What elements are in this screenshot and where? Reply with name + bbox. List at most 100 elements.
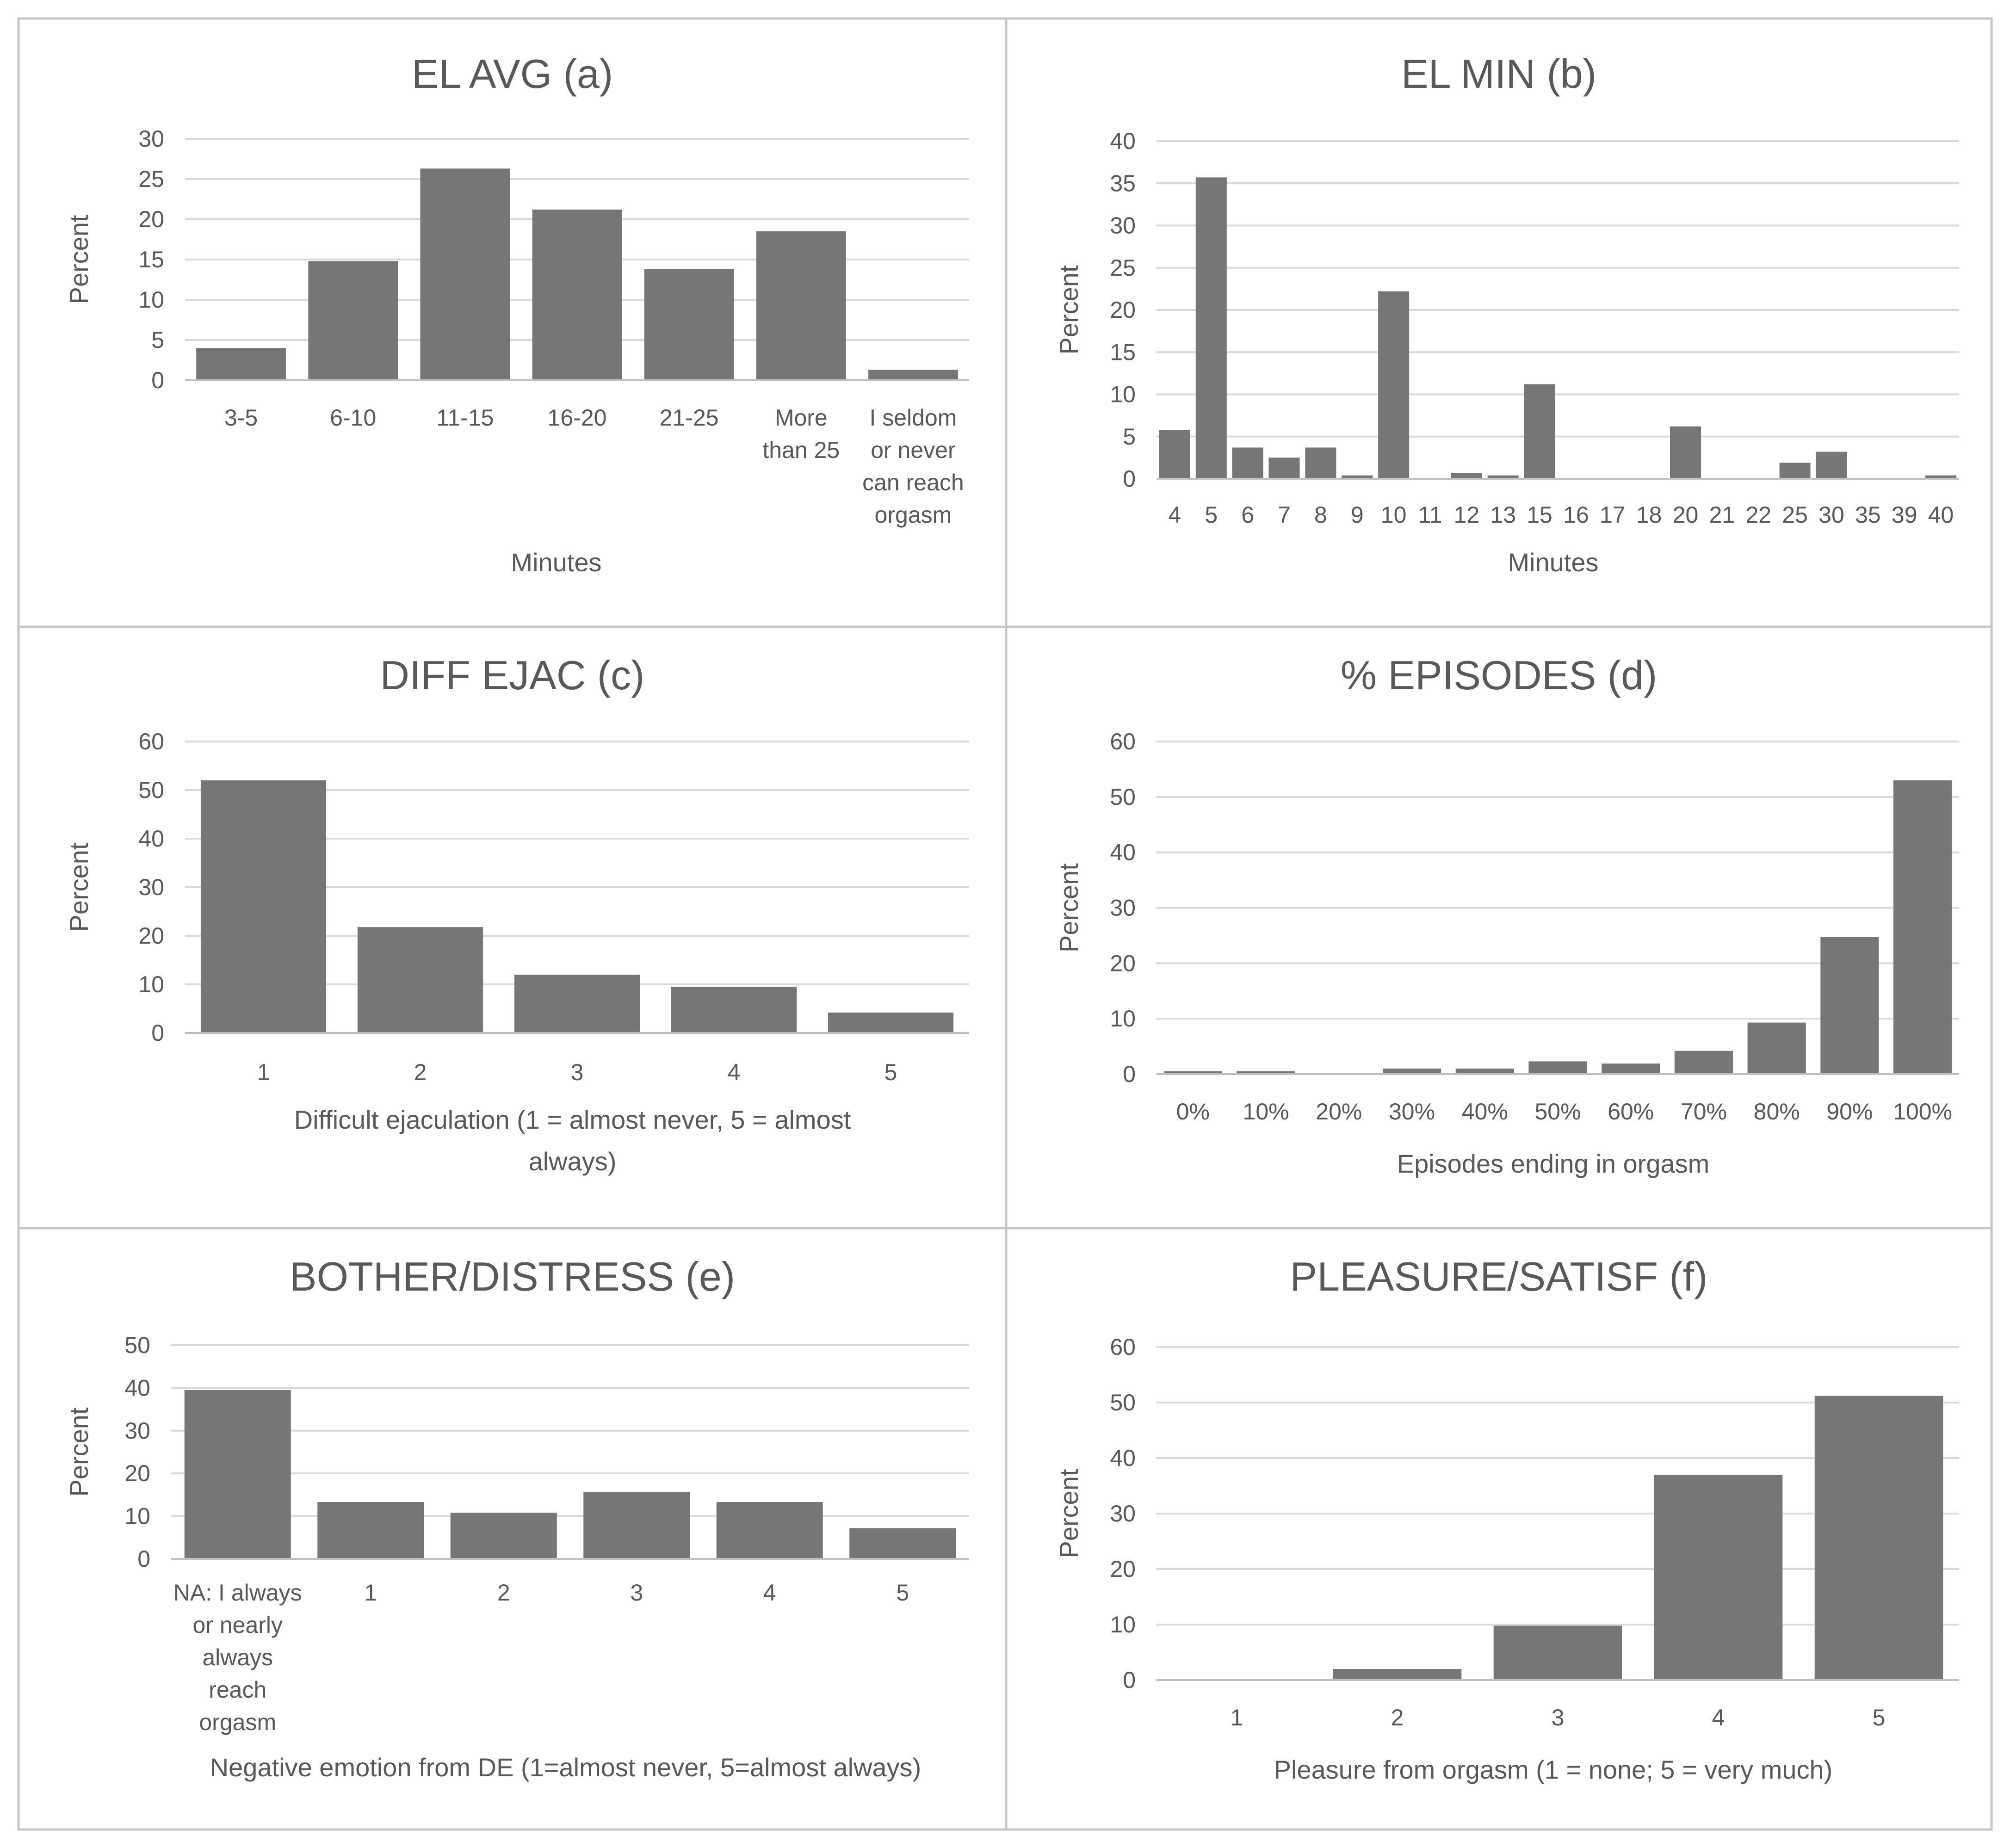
- y-tick-label: 10: [1110, 1612, 1136, 1638]
- x-tick-label: 39: [1892, 502, 1917, 528]
- y-tick-label: 40: [1110, 128, 1136, 154]
- y-tick-label: 30: [1110, 213, 1136, 239]
- x-tick-label: NA: I always or nearly always reach orgasm: [173, 1580, 302, 1735]
- x-tick-label: 1: [1231, 1705, 1243, 1731]
- x-tick-label: 21: [1709, 502, 1735, 528]
- y-tick-label: 25: [138, 166, 164, 192]
- bar-d-8: [1747, 1022, 1806, 1074]
- x-tick-label: 10: [1381, 502, 1407, 528]
- x-tick-label: 90%: [1826, 1099, 1873, 1125]
- x-tick-label: 35: [1855, 502, 1881, 528]
- chart-panel-a: EL AVG (a) 0 5 10 15 20 25 30 3-5 6-10 11-15 16-20 2…: [17, 17, 1008, 628]
- x-axis-title: Minutes: [1508, 548, 1598, 577]
- x-tick-label: 60%: [1608, 1099, 1654, 1125]
- y-tick-label: 30: [1110, 895, 1136, 921]
- bar-d-4: [1455, 1069, 1514, 1074]
- bar-f-3: [1654, 1475, 1783, 1680]
- bar-a-6: [868, 370, 958, 380]
- panel-border: [1005, 1227, 1993, 1831]
- y-tick-label: 50: [1110, 784, 1136, 810]
- x-tick-label: 7: [1278, 502, 1291, 528]
- x-tick-label: 2: [414, 1059, 427, 1085]
- x-tick-label: 12: [1454, 502, 1480, 528]
- y-tick-label: 60: [138, 729, 164, 754]
- y-tick-label: 15: [138, 247, 164, 272]
- x-tick-label: 20%: [1316, 1099, 1362, 1125]
- y-axis-title: Percent: [64, 1407, 93, 1496]
- x-tick-label: 40: [1928, 502, 1954, 528]
- y-tick-label: 20: [138, 923, 164, 949]
- x-tick-label: 40%: [1462, 1099, 1508, 1125]
- x-tick-label: 6-10: [330, 405, 376, 431]
- x-tick-label: 11-15: [436, 405, 494, 431]
- bar-d-9: [1820, 937, 1879, 1074]
- x-tick-label: 0%: [1176, 1099, 1210, 1125]
- y-tick-label: 40: [124, 1375, 150, 1401]
- y-tick-label: 0: [137, 1546, 150, 1572]
- y-tick-label: 50: [124, 1332, 150, 1358]
- y-tick-label: 25: [1110, 255, 1136, 281]
- y-tick-label: 40: [1110, 1445, 1136, 1471]
- bar-e-5: [849, 1528, 956, 1559]
- bar-c-1: [357, 927, 483, 1033]
- y-tick-label: 0: [1123, 1061, 1136, 1087]
- bar-d-7: [1674, 1051, 1733, 1074]
- y-tick-label: 60: [1110, 1334, 1136, 1360]
- bar-e-4: [716, 1502, 823, 1559]
- x-tick-label: 11: [1418, 502, 1442, 528]
- bar-d-0: [1163, 1071, 1222, 1074]
- x-tick-label: 3-5: [224, 405, 258, 431]
- x-tick-label: 15: [1527, 502, 1552, 528]
- x-tick-label: 70%: [1681, 1099, 1727, 1125]
- chart-panel-f: PLEASURE/SATISF (f) 0 10 20 30 40 50 60 1 2 3 4 5 Ple…: [1005, 1227, 1993, 1831]
- bar-b-8: [1451, 473, 1482, 479]
- bar-c-2: [514, 975, 640, 1033]
- y-axis-title: Percent: [1054, 863, 1083, 952]
- x-tick-label: 5: [1205, 502, 1218, 528]
- y-tick-label: 30: [138, 126, 164, 152]
- bar-c-0: [200, 780, 327, 1033]
- y-tick-label: 60: [1110, 729, 1136, 754]
- bar-b-4: [1305, 447, 1336, 479]
- y-tick-label: 30: [124, 1418, 150, 1444]
- bar-b-3: [1268, 457, 1300, 479]
- chart-title: PLEASURE/SATISF (f): [1290, 1254, 1708, 1299]
- x-tick-label: 50%: [1534, 1099, 1581, 1125]
- y-tick-label: 20: [1110, 297, 1136, 323]
- x-tick-label: 80%: [1754, 1099, 1800, 1125]
- y-tick-label: 20: [1110, 1556, 1136, 1582]
- x-tick-label: 4: [1169, 502, 1181, 528]
- y-axis-title: Percent: [64, 842, 93, 932]
- y-tick-label: 10: [138, 287, 164, 313]
- bar-e-3: [583, 1491, 690, 1559]
- bar-f-2: [1493, 1625, 1622, 1680]
- bar-b-21: [1925, 475, 1957, 479]
- y-tick-label: 5: [1123, 424, 1136, 450]
- x-tick-label: 18: [1636, 502, 1662, 528]
- y-axis-title: Percent: [1054, 265, 1083, 354]
- bar-b-17: [1779, 463, 1811, 479]
- bar-b-9: [1487, 475, 1519, 479]
- bar-a-4: [644, 269, 734, 380]
- y-tick-label: 30: [138, 874, 164, 900]
- x-tick-label: 2: [1391, 1705, 1404, 1731]
- x-tick-label: 4: [728, 1059, 741, 1085]
- y-tick-label: 40: [1110, 840, 1136, 865]
- bar-e-2: [450, 1513, 557, 1559]
- x-tick-label: 30%: [1389, 1099, 1435, 1125]
- x-tick-label: 3: [630, 1580, 643, 1606]
- chart-panel-e: BOTHER/DISTRESS (e) 0 10 20 30 40 50 NA: I alwa…: [17, 1227, 1008, 1831]
- bar-a-3: [532, 210, 622, 380]
- bar-c-3: [671, 987, 797, 1033]
- y-tick-label: 5: [151, 327, 164, 353]
- bar-a-0: [196, 348, 286, 380]
- x-tick-label: 16: [1563, 502, 1589, 528]
- y-tick-label: 15: [1110, 339, 1136, 365]
- x-tick-label: 100%: [1893, 1099, 1952, 1125]
- x-tick-label: 5: [884, 1059, 897, 1085]
- bar-f-4: [1814, 1396, 1943, 1680]
- bar-a-2: [420, 168, 510, 380]
- bar-e-1: [317, 1502, 424, 1559]
